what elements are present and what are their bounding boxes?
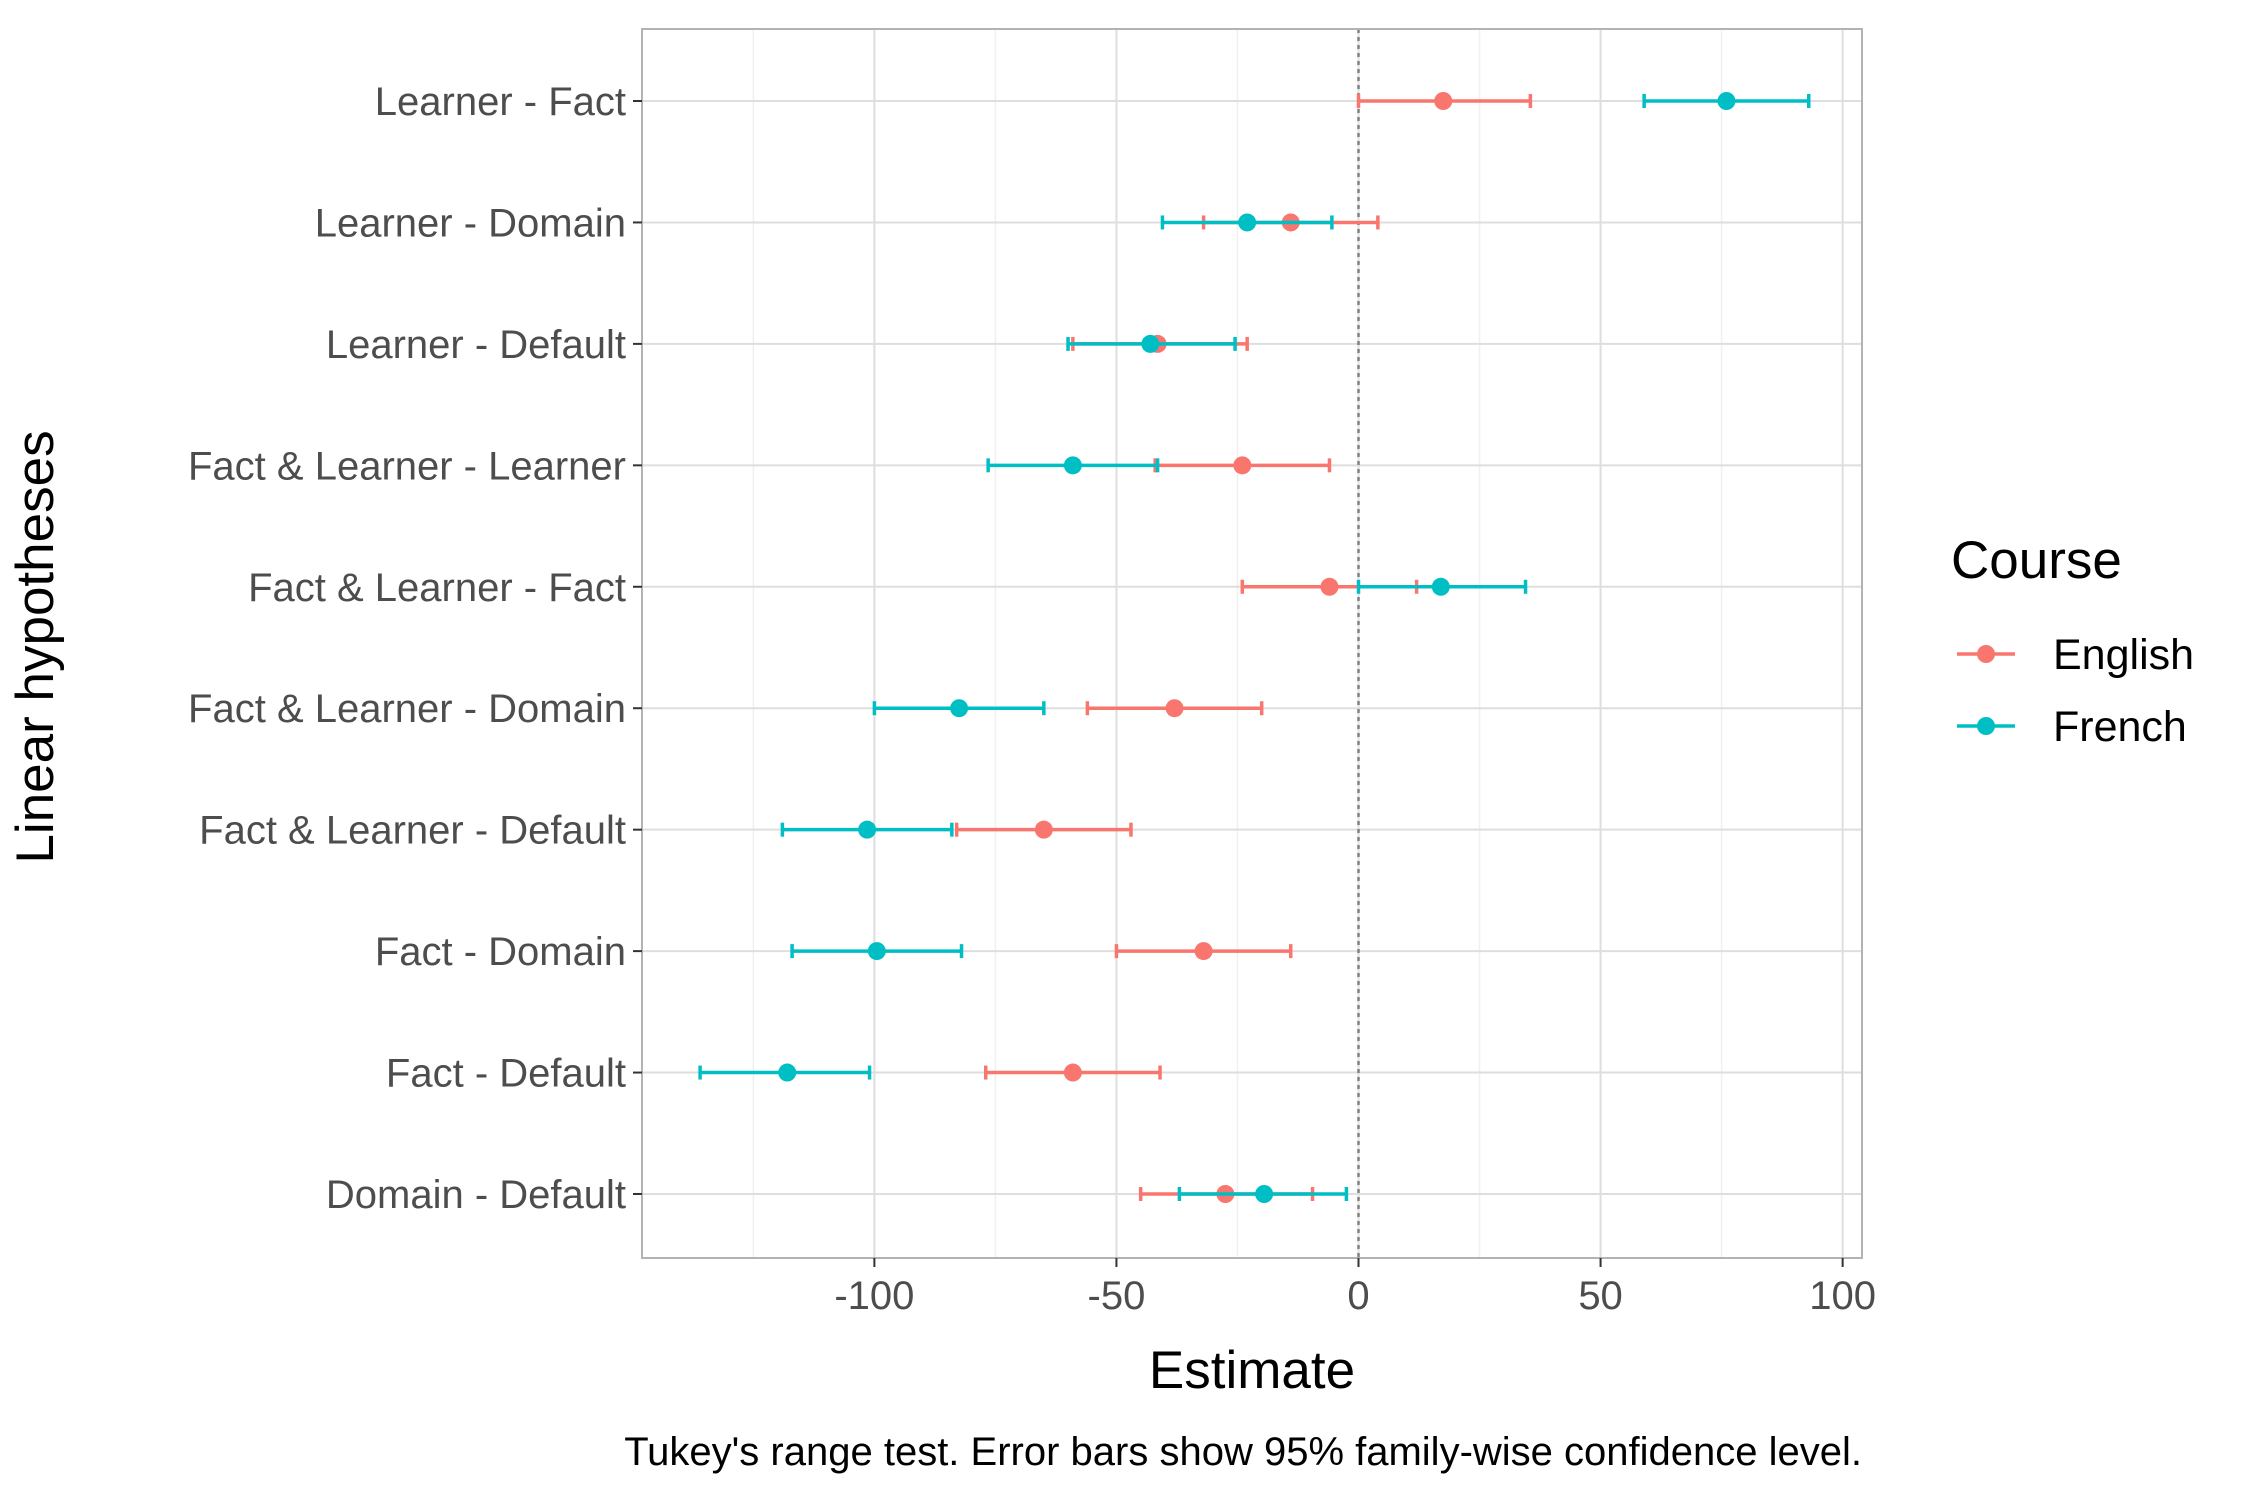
- y-tick-label: Fact & Learner - Learner: [188, 444, 626, 488]
- y-tick-label: Learner - Fact: [375, 80, 626, 124]
- x-tick-label: 0: [1347, 1274, 1369, 1318]
- x-axis-title: Estimate: [1149, 1341, 1355, 1400]
- legend-item-english: English: [1957, 631, 2194, 679]
- estimate-point: [1717, 92, 1736, 110]
- y-tick-label: Fact & Learner - Default: [199, 809, 626, 853]
- legend-key-point: [1977, 645, 1995, 663]
- series-french: [698, 92, 1811, 1203]
- estimate-point: [950, 699, 969, 718]
- estimate-point: [1194, 942, 1213, 961]
- estimate-point: [858, 820, 877, 839]
- x-tick-label: 50: [1578, 1274, 1623, 1318]
- legend-title: Course: [1951, 531, 2122, 590]
- legend-label: French: [2053, 703, 2187, 751]
- estimate-point: [778, 1063, 797, 1082]
- estimate-point: [1238, 213, 1257, 232]
- legend: Course English French: [1951, 531, 2194, 751]
- estimate-point: [1165, 699, 1184, 718]
- estimate-point: [1141, 334, 1160, 353]
- estimate-point: [1034, 820, 1053, 839]
- estimate-point: [1320, 577, 1339, 596]
- estimate-point: [1063, 456, 1082, 475]
- estimate-point: [1431, 577, 1450, 596]
- legend-items: English French: [1957, 631, 2194, 751]
- chart-caption: Tukey's range test. Error bars show 95% …: [624, 1430, 1862, 1474]
- series-english: [954, 92, 1533, 1203]
- legend-label: English: [2053, 631, 2194, 679]
- data-marks: [698, 92, 1811, 1203]
- x-tick-label: 100: [1809, 1274, 1876, 1318]
- legend-key-point: [1977, 717, 1995, 735]
- y-tick-label: Fact - Domain: [375, 930, 626, 974]
- x-axis-ticks: -100 -50 0 50 100: [834, 1258, 1876, 1318]
- x-tick-label: -50: [1088, 1274, 1146, 1318]
- estimate-point: [867, 942, 886, 961]
- estimate-point: [1255, 1185, 1274, 1203]
- x-tick-label: -100: [834, 1274, 914, 1318]
- y-tick-label: Fact & Learner - Domain: [188, 687, 626, 731]
- estimate-point: [1233, 456, 1252, 475]
- estimate-point: [1063, 1063, 1082, 1082]
- y-axis-ticks: Learner - Fact Learner - Domain Learner - …: [188, 80, 642, 1217]
- y-axis-title: Linear hypotheses: [6, 430, 65, 863]
- plot-panel-border: [641, 28, 1863, 1259]
- y-tick-label: Learner - Default: [326, 323, 626, 367]
- estimate-point: [1434, 92, 1453, 110]
- legend-item-french: French: [1957, 703, 2187, 751]
- y-tick-label: Learner - Domain: [315, 201, 626, 245]
- y-tick-label: Domain - Default: [326, 1173, 626, 1217]
- y-tick-label: Fact & Learner - Fact: [248, 566, 626, 610]
- y-tick-label: Fact - Default: [386, 1052, 626, 1096]
